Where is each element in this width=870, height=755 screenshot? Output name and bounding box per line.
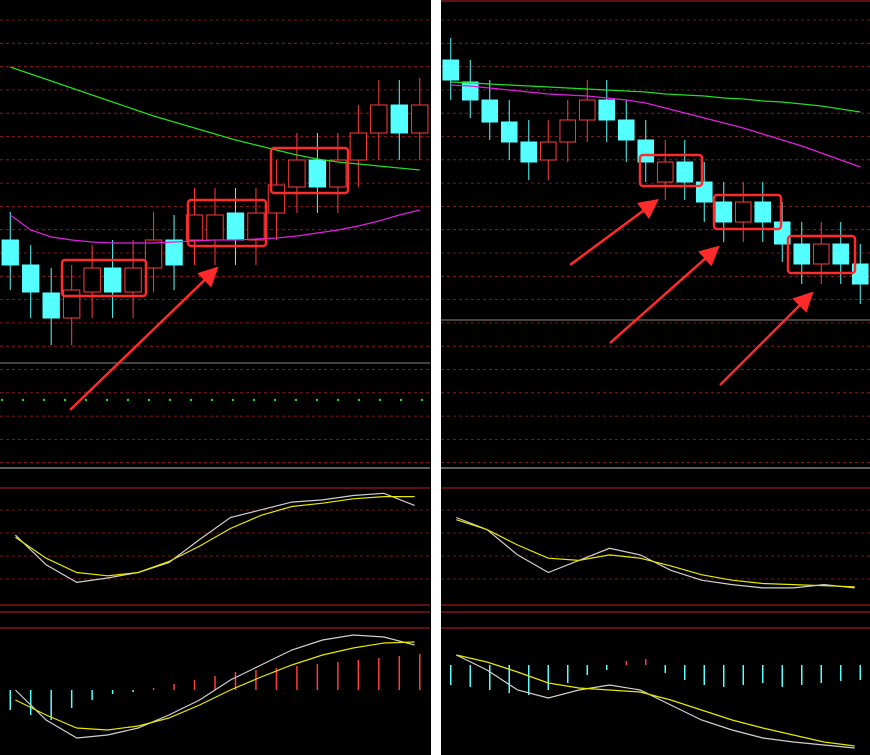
- candle-body: [329, 159, 347, 188]
- indicator-line: [450, 84, 861, 168]
- candle-body: [308, 159, 327, 188]
- candle-body: [656, 161, 674, 183]
- dot: [63, 398, 67, 402]
- candle-body: [617, 119, 635, 141]
- dot: [189, 398, 193, 402]
- candle-body: [124, 267, 142, 293]
- candle-body: [559, 119, 577, 143]
- candle-body: [62, 289, 81, 319]
- dot: [336, 398, 340, 402]
- candle-body: [520, 141, 538, 163]
- indicator-line: [456, 654, 855, 747]
- dot: [84, 398, 88, 402]
- dot: [273, 398, 277, 402]
- dot: [357, 398, 361, 402]
- candle-body: [793, 243, 811, 265]
- dot: [378, 398, 382, 402]
- box: [638, 153, 704, 188]
- candle-body: [481, 99, 499, 123]
- candle-body: [390, 104, 408, 134]
- plots: [1, 38, 869, 749]
- candle-body: [812, 243, 830, 265]
- candle-body: [83, 267, 101, 293]
- dot: [315, 398, 319, 402]
- candle-body: [598, 99, 616, 121]
- candle-body: [349, 132, 368, 161]
- indicator-line: [10, 66, 420, 171]
- indicator-line: [456, 654, 855, 749]
- candle-body: [42, 292, 60, 319]
- dot: [420, 398, 424, 402]
- dot: [210, 398, 214, 402]
- arrow: [69, 266, 219, 411]
- arrow: [609, 245, 720, 344]
- indicator-line: [14, 634, 415, 739]
- box: [712, 193, 783, 231]
- indicator-line: [9, 209, 420, 244]
- candle-body: [832, 243, 850, 265]
- candle-body: [22, 264, 40, 293]
- candle-body: [539, 141, 557, 161]
- candle-body: [165, 239, 183, 266]
- candle-body: [288, 159, 306, 188]
- indicator-line: [450, 81, 861, 113]
- indicator-line: [14, 492, 415, 584]
- candle-body: [734, 201, 752, 223]
- dot: [252, 398, 256, 402]
- candle-body: [500, 121, 518, 143]
- box: [786, 234, 857, 275]
- dot: [231, 398, 235, 402]
- grid: [0, 19, 870, 629]
- indicator-line: [456, 519, 855, 588]
- divider: [431, 0, 441, 755]
- dot: [105, 398, 109, 402]
- highlight-boxes: [60, 146, 857, 298]
- candle-body: [754, 201, 772, 223]
- candle-body: [676, 161, 694, 183]
- dot: [42, 398, 46, 402]
- arrows: [69, 199, 814, 411]
- candle-body: [103, 267, 122, 293]
- candle-body: [144, 239, 163, 269]
- dot: [0, 398, 4, 402]
- dot: [21, 398, 25, 402]
- candle-body: [206, 214, 224, 241]
- dot: [399, 398, 403, 402]
- dot: [168, 398, 172, 402]
- indicator-line: [15, 641, 415, 731]
- candle-body: [1, 239, 19, 266]
- candle-body: [411, 104, 429, 134]
- arrow: [719, 291, 814, 386]
- candle-body: [715, 201, 733, 223]
- candle-body: [247, 212, 265, 241]
- indicator-line: [15, 496, 415, 577]
- candle-body: [185, 214, 204, 241]
- dot: [294, 398, 298, 402]
- dot: [147, 398, 151, 402]
- box: [269, 146, 350, 195]
- candle-body: [226, 212, 245, 241]
- candle-body: [442, 59, 460, 81]
- box: [60, 258, 148, 298]
- candle-body: [578, 99, 596, 121]
- dot: [126, 398, 130, 402]
- candle-body: [461, 81, 479, 101]
- arrow: [569, 199, 660, 267]
- box: [186, 198, 268, 248]
- candle-body: [370, 104, 388, 134]
